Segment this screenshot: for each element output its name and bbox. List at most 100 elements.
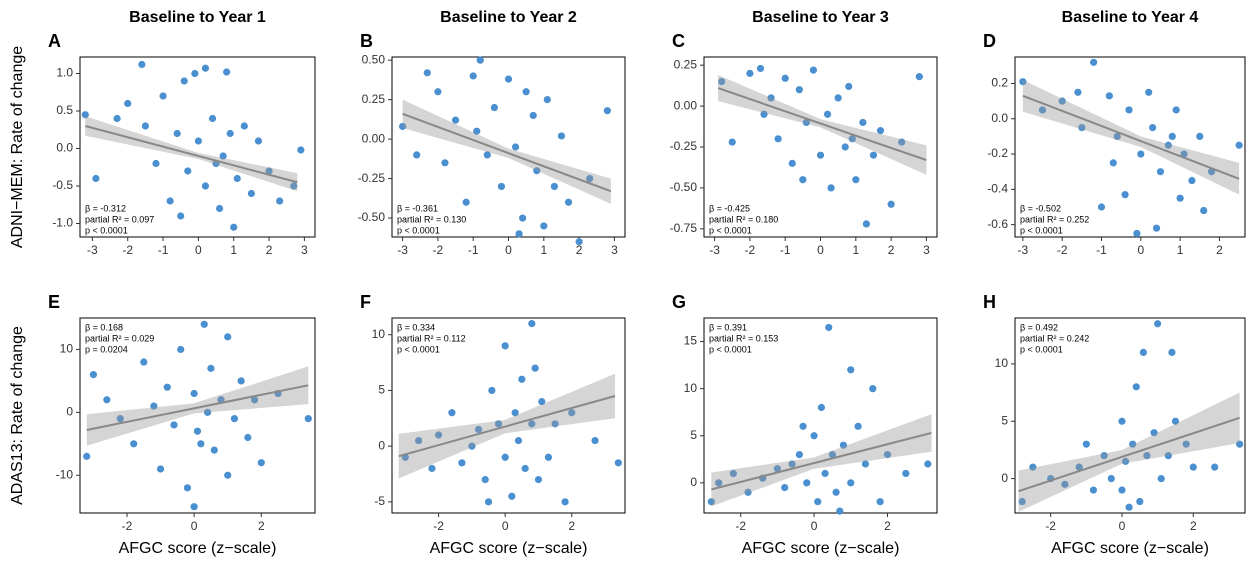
x-tick-label: 0 <box>505 243 512 257</box>
x-axis-label: AFGC score (z−scale) <box>742 540 900 557</box>
data-point <box>150 402 158 410</box>
data-point <box>810 432 818 440</box>
data-point <box>814 498 822 506</box>
x-tick-label: -2 <box>122 519 133 533</box>
data-point <box>543 96 551 104</box>
data-point <box>223 68 231 76</box>
data-point <box>219 152 227 160</box>
stat-annotation: β = 0.391 <box>709 322 747 332</box>
data-point <box>413 151 421 159</box>
data-point <box>501 342 509 350</box>
data-point <box>490 103 498 112</box>
data-point <box>781 483 789 492</box>
x-tick-label: -2 <box>1057 243 1068 257</box>
y-tick-label: 5 <box>1001 413 1008 427</box>
data-point <box>568 409 576 417</box>
data-point <box>1075 463 1083 471</box>
data-point <box>276 197 284 205</box>
panel-letter: H <box>983 292 996 312</box>
data-point <box>1018 497 1026 506</box>
data-point <box>1156 168 1165 176</box>
data-point <box>1164 452 1172 460</box>
y-axis-label: ADAS13: Rate of change <box>9 326 26 505</box>
data-point <box>834 94 842 102</box>
x-tick-label: 0 <box>1119 519 1126 533</box>
stat-annotation: p < 0.0001 <box>1020 225 1063 235</box>
stat-annotation: β = -0.312 <box>85 203 126 213</box>
y-tick-label: -0.6 <box>987 217 1008 231</box>
column-title: Baseline to Year 4 <box>1062 9 1199 26</box>
data-point <box>1157 474 1165 483</box>
data-point <box>836 507 844 515</box>
data-point <box>193 427 202 435</box>
x-axis-label: AFGC score (z−scale) <box>119 540 277 557</box>
data-point <box>141 122 149 130</box>
data-point <box>1137 150 1145 158</box>
data-point <box>247 189 255 198</box>
data-point <box>1118 486 1126 494</box>
column-title: Baseline to Year 1 <box>129 9 266 26</box>
data-point <box>1235 141 1243 149</box>
y-tick-label: -0.50 <box>358 210 386 224</box>
data-point <box>511 143 520 151</box>
data-point <box>163 383 171 391</box>
fit-line <box>1022 94 1240 180</box>
x-tick-label: -1 <box>780 243 791 257</box>
data-point <box>1105 92 1113 100</box>
data-point <box>852 176 860 184</box>
y-tick-label: -0.4 <box>987 182 1008 196</box>
data-point <box>240 122 248 130</box>
data-point <box>551 420 559 428</box>
x-tick-label: -3 <box>1018 243 1029 257</box>
x-axis-label: AFGC score (z−scale) <box>430 540 588 557</box>
data-point <box>1132 383 1140 391</box>
fit-line <box>717 87 927 162</box>
data-point <box>767 94 775 102</box>
data-point <box>83 452 91 460</box>
data-point <box>1107 474 1115 483</box>
data-point <box>760 110 768 118</box>
data-point <box>183 484 192 492</box>
plot-frame <box>703 56 938 238</box>
y-tick-label: 0.0 <box>991 111 1008 125</box>
data-point <box>575 238 583 246</box>
y-tick-label: 1.0 <box>56 66 73 80</box>
stat-annotation: β = -0.502 <box>1020 203 1061 213</box>
y-tick-label: 10 <box>60 342 74 356</box>
x-tick-label: 1 <box>540 243 547 257</box>
y-tick-label: -0.2 <box>987 146 1008 160</box>
data-point <box>504 75 513 83</box>
data-point <box>841 143 849 151</box>
fit-line <box>711 431 932 491</box>
stat-annotation: partial R² = 0.180 <box>709 214 778 224</box>
data-point <box>511 409 519 417</box>
data-point <box>799 176 807 184</box>
y-tick-label: -1.0 <box>52 216 73 230</box>
data-point <box>230 223 238 231</box>
x-tick-label: -3 <box>87 243 98 257</box>
y-tick-label: 0.5 <box>56 103 73 117</box>
x-tick-label: 2 <box>1190 519 1197 533</box>
data-point <box>802 118 810 127</box>
data-point <box>809 66 818 74</box>
plot-frame <box>391 317 626 514</box>
data-point <box>237 377 245 385</box>
y-tick-label: 10 <box>684 381 698 395</box>
y-tick-label: 5 <box>690 428 697 442</box>
data-point <box>116 415 124 423</box>
data-point <box>586 174 594 183</box>
data-point <box>544 453 553 461</box>
data-point <box>207 364 215 372</box>
data-point <box>788 460 796 468</box>
data-point <box>398 122 407 131</box>
data-point <box>869 385 877 393</box>
stat-annotation: p < 0.0001 <box>397 344 440 354</box>
stat-annotation: β = -0.361 <box>397 203 438 213</box>
data-point <box>441 159 449 167</box>
data-point <box>138 60 146 69</box>
data-point <box>707 498 715 506</box>
data-point <box>484 498 493 506</box>
data-point <box>746 69 754 77</box>
data-point <box>1200 206 1208 215</box>
confidence-band <box>86 366 309 446</box>
